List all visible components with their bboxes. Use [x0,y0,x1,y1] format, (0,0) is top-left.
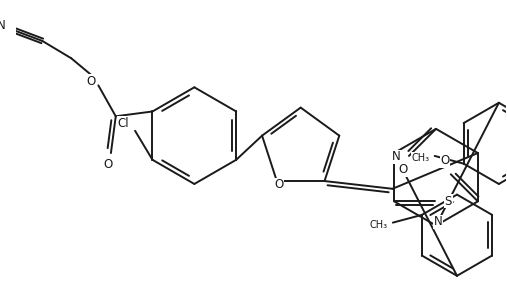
Text: CH₃: CH₃ [370,220,388,229]
Text: O: O [86,75,95,88]
Text: S: S [445,195,452,208]
Text: N: N [0,19,6,32]
Text: N: N [392,150,401,164]
Text: O: O [441,154,450,167]
Text: O: O [399,163,408,176]
Text: N: N [433,215,442,228]
Text: O: O [103,158,113,171]
Text: Cl: Cl [118,116,129,130]
Text: O: O [274,178,283,191]
Text: CH₃: CH₃ [412,153,430,163]
